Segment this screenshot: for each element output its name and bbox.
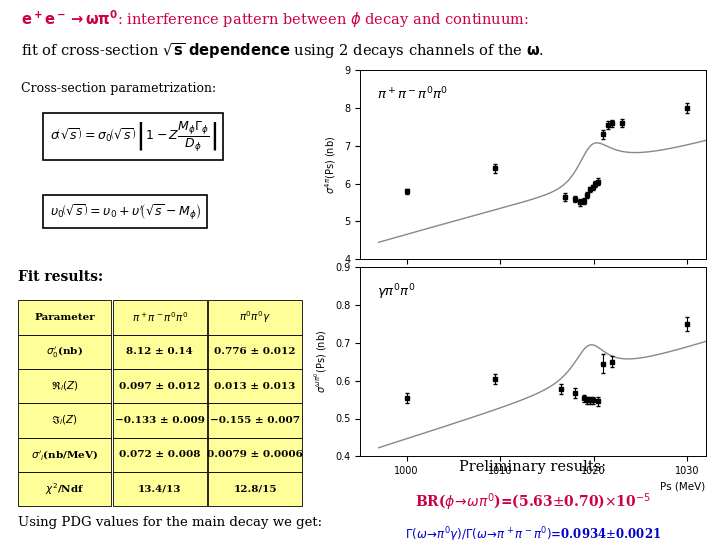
Text: $\mathbf{e^+e^- \rightarrow \omega\pi^0}$: interference pattern between $\phi$ d: $\mathbf{e^+e^- \rightarrow \omega\pi^0}… [22,8,529,30]
FancyBboxPatch shape [18,335,112,369]
FancyBboxPatch shape [113,335,207,369]
FancyBboxPatch shape [208,369,302,403]
Text: $\pi^+\pi^-\pi^0\pi^0$: $\pi^+\pi^-\pi^0\pi^0$ [377,85,449,102]
Text: Preliminary results:: Preliminary results: [459,461,606,475]
FancyBboxPatch shape [208,403,302,437]
X-axis label: Ps (MeV): Ps (MeV) [660,482,706,491]
Text: $\pi^0\pi^0\gamma$: $\pi^0\pi^0\gamma$ [239,309,271,326]
Text: fit of cross-section $\mathbf{\sqrt{s}}$ $\mathbf{dependence}$ using 2 decays ch: fit of cross-section $\mathbf{\sqrt{s}}$… [22,41,544,61]
Text: Using PDG values for the main decay we get:: Using PDG values for the main decay we g… [18,516,322,529]
FancyBboxPatch shape [18,437,112,472]
Y-axis label: $\sigma^{4\pi}$(Ps) (nb): $\sigma^{4\pi}$(Ps) (nb) [324,136,338,194]
FancyBboxPatch shape [208,335,302,369]
FancyBboxPatch shape [113,369,207,403]
Text: $\pi^+\pi^-\pi^0\pi^0$: $\pi^+\pi^-\pi^0\pi^0$ [132,310,188,325]
Text: 12.8/15: 12.8/15 [233,484,276,494]
Text: $\sigma_0'$(nb): $\sigma_0'$(nb) [46,344,83,360]
FancyBboxPatch shape [18,403,112,437]
Text: −0.133 ± 0.009: −0.133 ± 0.009 [115,416,204,425]
FancyBboxPatch shape [208,437,302,472]
Text: $\sigma'_i$(nb/MeV): $\sigma'_i$(nb/MeV) [31,448,98,462]
Text: $\upsilon_0\!\left(\sqrt{s}\right) = \upsilon_0 + \upsilon'\!\left(\sqrt{s} - M_: $\upsilon_0\!\left(\sqrt{s}\right) = \up… [50,202,201,221]
Text: 0.013 ± 0.013: 0.013 ± 0.013 [215,382,296,390]
Text: $\Gamma(\omega\!\rightarrow\!\pi^0\gamma)/\Gamma(\omega\!\rightarrow\!\pi^+\pi^-: $\Gamma(\omega\!\rightarrow\!\pi^0\gamma… [405,525,661,540]
FancyBboxPatch shape [208,472,302,506]
Y-axis label: $\sigma^{\omega\pi^0}$(Ps) (nb): $\sigma^{\omega\pi^0}$(Ps) (nb) [313,330,329,393]
Text: Parameter: Parameter [34,313,95,322]
Text: 0.0079 ± 0.0006: 0.0079 ± 0.0006 [207,450,303,459]
Text: 0.072 ± 0.008: 0.072 ± 0.008 [119,450,200,459]
FancyBboxPatch shape [113,300,207,335]
Text: $\chi^2$/Ndf: $\chi^2$/Ndf [45,481,84,497]
FancyBboxPatch shape [18,369,112,403]
Text: 0.776 ± 0.012: 0.776 ± 0.012 [215,347,296,356]
Text: 13.4/13: 13.4/13 [138,484,181,494]
Text: $\mathfrak{I}_i(Z)$: $\mathfrak{I}_i(Z)$ [51,414,78,427]
Text: 0.097 ± 0.012: 0.097 ± 0.012 [119,382,200,390]
FancyBboxPatch shape [113,403,207,437]
FancyBboxPatch shape [113,437,207,472]
FancyBboxPatch shape [208,300,302,335]
Text: Cross-section parametrization:: Cross-section parametrization: [22,82,217,95]
Text: 8.12 ± 0.14: 8.12 ± 0.14 [127,347,193,356]
Text: BR($\phi\!\rightarrow\!\omega\pi^0$)=(5.63$\pm$0.70)$\times$10$^{-5}$: BR($\phi\!\rightarrow\!\omega\pi^0$)=(5.… [415,491,651,513]
FancyBboxPatch shape [113,472,207,506]
Text: Fit results:: Fit results: [18,270,103,284]
FancyBboxPatch shape [18,300,112,335]
Text: $\sigma\!\left(\sqrt{s}\right) = \sigma_0\!\left(\sqrt{s}\right)\left|1 - Z\dfra: $\sigma\!\left(\sqrt{s}\right) = \sigma_… [50,119,217,154]
Text: $\mathfrak{R}_i(Z)$: $\mathfrak{R}_i(Z)$ [50,379,78,393]
FancyBboxPatch shape [18,472,112,506]
Text: −0.155 ± 0.007: −0.155 ± 0.007 [210,416,300,425]
Text: $\gamma\pi^0\pi^0$: $\gamma\pi^0\pi^0$ [377,282,415,302]
